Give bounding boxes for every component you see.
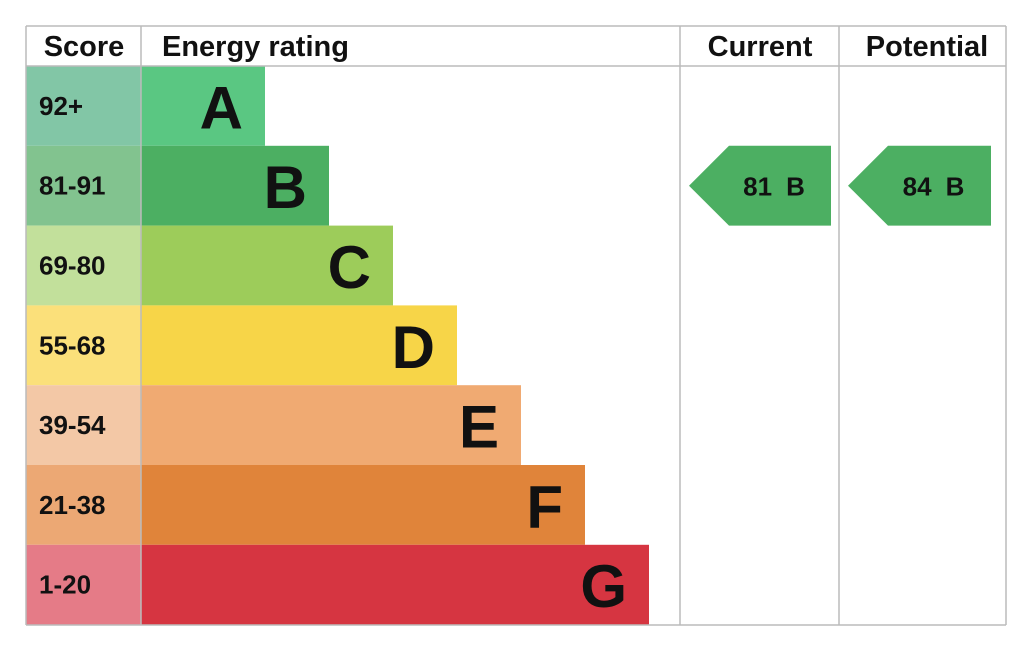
score-label: 21-38: [39, 490, 106, 520]
potential-arrow: [848, 145, 991, 226]
rating-letter: G: [580, 553, 627, 620]
current-label: 81 B: [743, 172, 805, 202]
score-cell: [26, 225, 141, 306]
rating-letter: B: [264, 154, 307, 221]
rating-bar: [141, 66, 265, 146]
rating-bar: [141, 145, 329, 226]
rating-letter: C: [328, 234, 371, 301]
score-cell: [26, 465, 141, 545]
rating-letter: F: [526, 473, 563, 540]
score-label: 81-91: [39, 171, 106, 201]
score-cell: [26, 385, 141, 465]
potential-label: 84 B: [903, 172, 965, 202]
header-potential: Potential: [866, 31, 988, 63]
rating-letter: E: [459, 394, 499, 461]
score-cell: [26, 544, 141, 625]
header-current: Current: [708, 31, 813, 63]
current-value: 81: [743, 172, 772, 202]
score-label: 92+: [39, 91, 83, 121]
header-energy-rating: Energy rating: [162, 31, 349, 63]
rating-bar: [141, 305, 457, 386]
rating-letter: D: [392, 314, 435, 381]
score-label: 55-68: [39, 330, 106, 360]
potential-value: 84: [903, 172, 932, 202]
potential-letter: B: [946, 172, 965, 202]
rating-bar: [141, 465, 585, 545]
current-arrow: [689, 145, 831, 226]
score-cell: [26, 305, 141, 386]
score-cell: [26, 145, 141, 226]
rating-bar: [141, 385, 521, 465]
score-label: 39-54: [39, 410, 106, 440]
current-letter: B: [786, 172, 805, 202]
score-label: 69-80: [39, 251, 106, 281]
rating-letter: A: [200, 74, 243, 141]
score-cell: [26, 66, 141, 146]
header-score: Score: [44, 31, 125, 63]
rating-bar: [141, 225, 393, 306]
rating-bar: [141, 544, 649, 625]
score-label: 1-20: [39, 570, 91, 600]
